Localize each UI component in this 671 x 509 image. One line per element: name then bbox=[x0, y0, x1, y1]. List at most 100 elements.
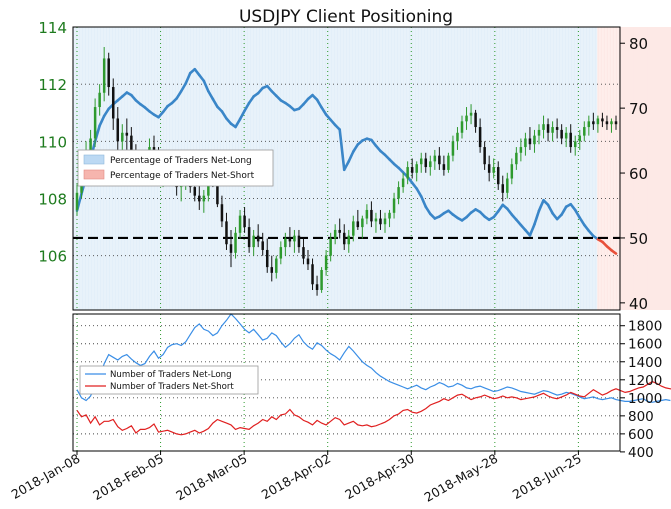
sentiment-shade bbox=[310, 27, 316, 310]
candle-body bbox=[342, 232, 346, 245]
candle-body bbox=[220, 204, 224, 222]
sentiment-shade bbox=[364, 27, 370, 310]
sentiment-shade bbox=[642, 27, 648, 310]
candle-body bbox=[429, 161, 432, 168]
sentiment-shade bbox=[346, 27, 352, 310]
candle-body bbox=[225, 221, 228, 245]
sentiment-segment bbox=[234, 117, 242, 129]
sentiment-segment bbox=[179, 82, 188, 93]
percent-axis-right: 40 50 60 70 80 bbox=[620, 35, 648, 313]
sentiment-shade bbox=[638, 27, 644, 310]
candle-body bbox=[560, 129, 563, 139]
sentiment-segment bbox=[528, 223, 536, 237]
count-tick-label: 1000 bbox=[628, 391, 662, 407]
candle-body bbox=[279, 247, 283, 259]
candle-body bbox=[261, 241, 264, 250]
candle-body bbox=[306, 258, 310, 265]
candle-body bbox=[515, 152, 518, 165]
price-tick-label: 112 bbox=[38, 76, 67, 94]
candle-body bbox=[116, 118, 120, 142]
candle-body bbox=[333, 229, 337, 239]
sentiment-shade bbox=[328, 27, 334, 310]
candle-body bbox=[107, 58, 110, 88]
sentiment-shade bbox=[401, 27, 407, 310]
candle-body bbox=[537, 129, 541, 136]
sentiment-segment bbox=[184, 71, 192, 85]
price-sentiment-panel: 106 108 110 112 114 40 50 60 70 80 Percentage of… bbox=[38, 19, 671, 313]
candle-body bbox=[447, 155, 450, 170]
candle-body bbox=[365, 209, 369, 219]
sentiment-shade bbox=[319, 27, 325, 310]
candle-body bbox=[542, 124, 545, 130]
sentiment-shade bbox=[419, 27, 425, 310]
candle-body bbox=[238, 215, 242, 233]
candle-body bbox=[583, 127, 586, 136]
sentiment-shade bbox=[524, 27, 530, 310]
candle-body bbox=[578, 135, 582, 142]
candle-body bbox=[551, 127, 554, 133]
candle-body bbox=[610, 121, 613, 125]
sentiment-shade bbox=[323, 27, 329, 310]
candle-body bbox=[207, 178, 210, 196]
candle-body bbox=[370, 209, 373, 222]
count-tick-label: 1800 bbox=[628, 319, 662, 335]
sentiment-shade bbox=[469, 27, 475, 310]
count-tick-label: 1400 bbox=[628, 355, 662, 371]
sentiment-shade bbox=[296, 27, 302, 310]
sentiment-line bbox=[75, 67, 618, 255]
sentiment-shade bbox=[620, 27, 626, 310]
sentiment-shade bbox=[560, 27, 566, 310]
count-tick-label: 600 bbox=[628, 427, 654, 443]
candle-body bbox=[469, 112, 473, 116]
candle-body bbox=[383, 218, 387, 225]
sentiment-shade bbox=[551, 27, 557, 310]
sentiment-shade bbox=[583, 27, 589, 310]
sentiment-segment bbox=[415, 187, 423, 198]
bottom-legend: Number of Traders Net-Long Number of Tra… bbox=[79, 365, 259, 395]
candle-body bbox=[361, 218, 364, 228]
candle-body bbox=[401, 178, 405, 188]
candle-body bbox=[256, 235, 260, 242]
sentiment-segment bbox=[560, 205, 568, 216]
sentiment-segment bbox=[338, 128, 346, 172]
sentiment-shade bbox=[661, 27, 667, 310]
candle-body bbox=[397, 187, 400, 199]
candle-body bbox=[592, 121, 595, 125]
candle-body bbox=[569, 132, 572, 148]
candle-body bbox=[193, 187, 197, 196]
candle-body bbox=[419, 158, 423, 165]
candle-body bbox=[601, 118, 604, 122]
sentiment-shade bbox=[392, 27, 398, 310]
trader-count-lines bbox=[76, 313, 671, 436]
candle-body bbox=[533, 135, 536, 145]
sentiment-shade bbox=[528, 27, 534, 310]
candle-body bbox=[524, 138, 527, 148]
candle-body bbox=[302, 247, 305, 259]
candle-body bbox=[460, 121, 464, 133]
count-axis-right: 400 600 800 1000 1200 1400 1600 1800 bbox=[620, 319, 662, 461]
sentiment-shade bbox=[592, 27, 598, 310]
top-panel-frame bbox=[72, 26, 621, 311]
sentiment-segment bbox=[93, 124, 101, 143]
sentiment-shade bbox=[578, 27, 585, 310]
candle-body bbox=[252, 235, 255, 248]
sentiment-shade bbox=[537, 27, 544, 310]
candle-body bbox=[442, 164, 446, 170]
candle-body bbox=[528, 138, 532, 145]
sentiment-shade bbox=[565, 27, 571, 310]
candle-body bbox=[216, 181, 219, 205]
candle-body bbox=[111, 87, 115, 119]
candle-body bbox=[98, 92, 101, 108]
sentiment-shade bbox=[437, 27, 443, 310]
legend-net-long-swatch bbox=[83, 154, 105, 165]
sentiment-shade bbox=[291, 27, 297, 310]
candle-body bbox=[202, 195, 206, 202]
sentiment-shade bbox=[647, 27, 653, 310]
bottom-legend-box bbox=[79, 365, 259, 395]
legend-count-long-label: Number of Traders Net-Long bbox=[110, 370, 232, 380]
price-tick-label: 110 bbox=[38, 133, 67, 151]
legend-count-short-label: Number of Traders Net-Short bbox=[110, 382, 234, 392]
candle-body bbox=[102, 58, 106, 93]
sentiment-shade bbox=[569, 27, 576, 310]
candle-body bbox=[433, 155, 437, 162]
